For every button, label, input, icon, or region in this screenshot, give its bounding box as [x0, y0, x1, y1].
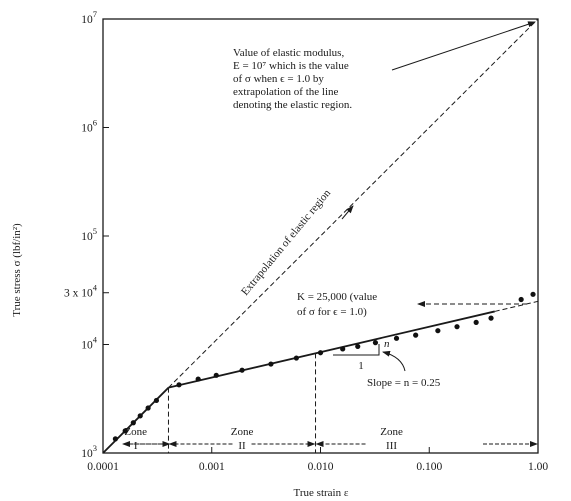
zone-label-numeral: I [134, 440, 138, 452]
data-point [268, 361, 274, 367]
extrapolation-label: Extrapolation of elastic region [239, 187, 333, 298]
plastic-fit-extension [494, 300, 539, 312]
data-point [340, 346, 346, 352]
k-note: K = 25,000 (value of σ for ϵ = 1.0) [297, 291, 380, 318]
data-point [355, 343, 361, 350]
extrapolation-arrow [341, 205, 354, 220]
k-note-line-1: K = 25,000 (value [297, 291, 377, 303]
x-tick-label: 0.001 [199, 461, 225, 473]
y-tick-label: 103 [81, 443, 97, 460]
modulus-note: Value of elastic modulus, E = 10⁷ which … [233, 47, 352, 111]
data-point [372, 340, 379, 346]
x-tick-label: 0.100 [416, 461, 442, 473]
modulus-note-line-2: E = 10⁷ which is the value [233, 60, 349, 72]
y-tick-label: 105 [81, 226, 97, 243]
plastic-fit-line [168, 310, 495, 389]
modulus-note-line-5: denoting the elastic region. [233, 99, 352, 111]
data-points-layer [112, 291, 536, 442]
modulus-note-line-3: of σ when ϵ = 1.0 by [233, 73, 324, 85]
data-point [317, 350, 324, 356]
slope-triangle-rise: n [384, 338, 390, 350]
data-point [488, 315, 494, 321]
zone-label-name: Zone [124, 426, 147, 438]
data-point [454, 324, 460, 330]
data-point [473, 319, 479, 325]
k-note-line-2: of σ for ϵ = 1.0) [297, 306, 367, 318]
x-tick-label: 0.0001 [87, 461, 119, 473]
modulus-arrow [391, 21, 536, 71]
slope-label: Slope = n = 0.25 [367, 377, 441, 389]
y-tick-label: 106 [81, 118, 97, 135]
elastic-extrapolation-line [168, 18, 539, 389]
y-tick-label: 107 [81, 9, 97, 26]
data-point [435, 328, 441, 334]
data-point [213, 372, 219, 378]
ticks-layer: 0.0001 0.001 0.010 0.100 1.00 103 104 3 x 104 10… [64, 9, 548, 473]
data-point [293, 355, 299, 361]
data-point [530, 291, 536, 297]
zone-label-numeral: II [238, 440, 246, 452]
data-point [239, 367, 245, 373]
data-point [413, 332, 419, 338]
data-point [518, 296, 524, 303]
zone-label-name: Zone [380, 426, 403, 438]
y-tick-label: 104 [81, 335, 98, 352]
modulus-note-line-4: extrapolation of the line [233, 86, 338, 98]
data-point [195, 376, 201, 382]
y-tick-label: 3 x 104 [64, 283, 98, 300]
data-point [137, 413, 143, 419]
data-point [122, 428, 128, 434]
x-tick-label: 1.00 [528, 461, 548, 473]
data-point [130, 420, 136, 426]
zone-label-name: Zone [231, 426, 254, 438]
modulus-note-line-1: Value of elastic modulus, [233, 47, 344, 59]
data-point [176, 382, 182, 388]
x-tick-label: 0.010 [308, 461, 334, 473]
data-point [145, 405, 151, 411]
y-axis-title: True stress σ (lbf/in²) [11, 223, 23, 317]
data-point [153, 397, 160, 404]
slope-triangle-run: 1 [358, 360, 364, 372]
data-point [393, 335, 400, 341]
x-axis-title: True strain ε [294, 487, 349, 499]
lines-layer: Zone I Zone II Zone III [102, 18, 539, 454]
data-point [112, 436, 118, 442]
slope-triangle [333, 344, 380, 356]
zone-label-numeral: III [386, 440, 397, 452]
slope-leader [382, 350, 406, 372]
